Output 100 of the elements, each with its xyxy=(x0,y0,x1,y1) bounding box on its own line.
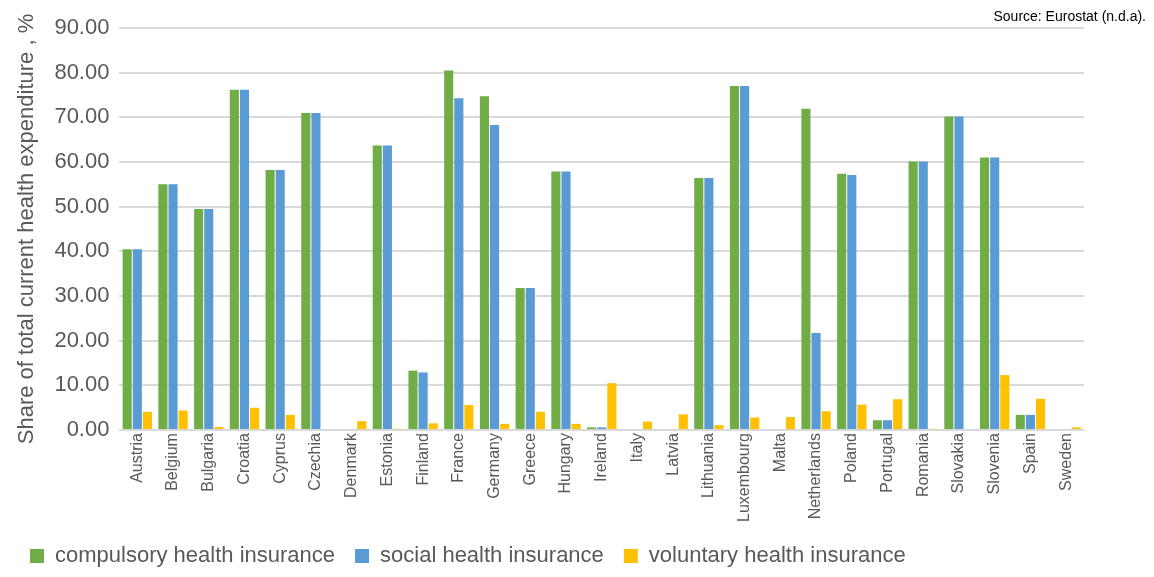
x-tick-label: Ireland xyxy=(592,433,610,482)
bar xyxy=(678,414,688,430)
x-tick-label: Belgium xyxy=(163,433,181,491)
x-tick-label: Italy xyxy=(627,433,645,463)
bar xyxy=(740,86,750,430)
bar xyxy=(811,333,821,430)
bar xyxy=(194,208,204,430)
bar xyxy=(857,404,867,430)
bar xyxy=(454,98,464,430)
bar xyxy=(444,70,454,430)
bar xyxy=(882,420,893,430)
x-tick-label: Luxembourg xyxy=(735,433,753,523)
bar xyxy=(750,417,760,430)
bar xyxy=(168,184,178,430)
bar xyxy=(525,288,535,430)
bar xyxy=(551,171,561,430)
bar xyxy=(275,170,285,430)
legend-label: voluntary health insurance xyxy=(648,542,906,568)
bar xyxy=(990,157,1000,430)
bar xyxy=(357,421,367,430)
bar xyxy=(837,173,847,430)
bar xyxy=(142,411,152,430)
bar xyxy=(571,423,581,430)
bar xyxy=(785,417,796,430)
bar xyxy=(372,145,382,430)
x-tick-label: France xyxy=(449,432,467,483)
bar xyxy=(250,407,260,430)
x-tick-label: Latvia xyxy=(663,432,681,476)
x-tick-label: Germany xyxy=(484,433,502,499)
source-note: Source: Eurostat (n.d.a). xyxy=(993,7,1146,24)
bar xyxy=(500,423,510,430)
x-tick-label: Denmark xyxy=(342,432,360,498)
bar xyxy=(490,124,500,430)
x-tick-label: Malta xyxy=(770,432,788,473)
bar xyxy=(918,161,928,430)
y-tick-label: 60.00 xyxy=(54,148,110,174)
y-tick-label: 0.00 xyxy=(66,416,110,442)
y-tick-label: 80.00 xyxy=(54,58,110,84)
bar xyxy=(428,423,438,430)
bar xyxy=(204,208,214,430)
bar xyxy=(729,86,740,430)
y-tick-label: 50.00 xyxy=(54,192,110,218)
bar xyxy=(847,174,857,430)
bar xyxy=(535,411,545,430)
bar xyxy=(714,425,724,430)
x-tick-label: Romania xyxy=(913,432,931,498)
bar xyxy=(285,414,295,430)
bar xyxy=(704,178,714,430)
bar xyxy=(229,89,239,430)
x-tick-label: Netherlands xyxy=(806,433,824,520)
bar xyxy=(418,372,428,430)
x-tick-label: Poland xyxy=(842,433,860,483)
y-tick-label: 70.00 xyxy=(54,103,110,129)
bar xyxy=(214,426,224,430)
bar xyxy=(1035,398,1046,430)
bar xyxy=(893,399,903,430)
bar xyxy=(479,96,489,430)
y-tick-label: 10.00 xyxy=(54,371,110,397)
y-tick-label: 40.00 xyxy=(54,237,110,263)
x-tick-label: Greece xyxy=(520,432,538,486)
x-tick-label: Spain xyxy=(1020,433,1038,474)
bar xyxy=(980,157,990,430)
bar xyxy=(301,112,311,430)
bar xyxy=(694,178,704,430)
y-tick-label: 20.00 xyxy=(54,326,110,352)
x-tick-label: Hungary xyxy=(556,433,574,494)
bar xyxy=(872,420,882,430)
bar xyxy=(607,383,617,430)
y-tick-label: 30.00 xyxy=(54,282,110,308)
bar xyxy=(132,249,142,430)
x-tick-label: Slovenia xyxy=(985,432,1003,495)
x-tick-label: Estonia xyxy=(377,432,395,487)
legend-label: compulsory health insurance xyxy=(55,542,336,568)
bar xyxy=(382,145,392,430)
bar xyxy=(178,410,188,430)
bar xyxy=(561,171,571,430)
bar xyxy=(122,249,132,430)
bar xyxy=(801,108,811,430)
x-tick-label: Croatia xyxy=(234,432,252,485)
x-tick-label: Bulgaria xyxy=(199,432,217,492)
y-tick-label: 90.00 xyxy=(54,14,110,40)
x-tick-label: Lithuania xyxy=(699,432,717,499)
bar xyxy=(643,421,653,430)
x-tick-label: Finland xyxy=(413,433,431,486)
bar xyxy=(954,116,964,430)
x-tick-label: Slovakia xyxy=(949,432,967,494)
bar xyxy=(1015,414,1025,430)
bar xyxy=(944,116,954,430)
x-tick-label: Sweden xyxy=(1056,433,1074,491)
bar xyxy=(464,405,474,430)
bar xyxy=(908,161,918,430)
bar xyxy=(239,89,250,430)
bar xyxy=(515,288,525,430)
bar xyxy=(158,184,168,430)
bar xyxy=(265,170,275,430)
y-axis-title: Share of total current health expenditure , % xyxy=(13,13,39,445)
bar xyxy=(1025,414,1035,430)
x-tick-label: Austria xyxy=(127,432,145,483)
x-tick-label: Czechia xyxy=(306,432,324,491)
bar xyxy=(408,370,418,430)
